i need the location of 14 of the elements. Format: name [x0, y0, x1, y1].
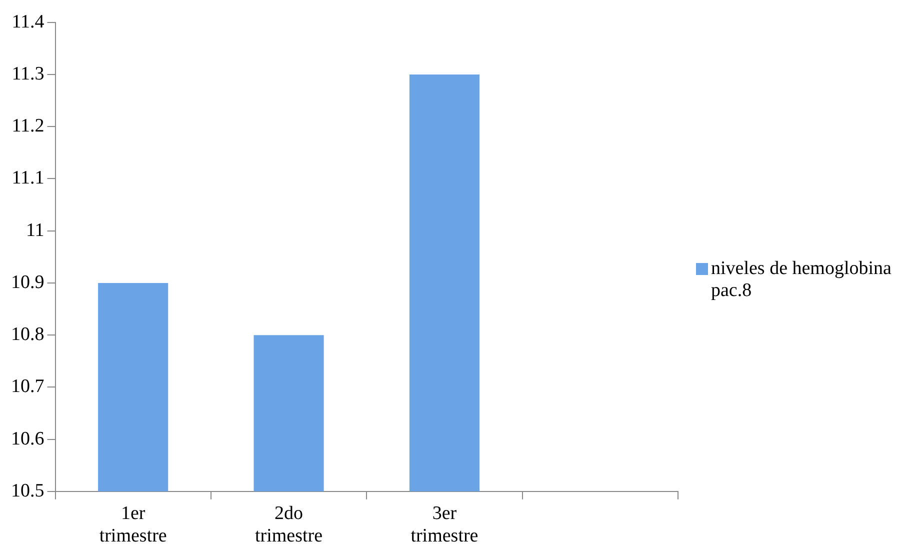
x-tick-label: 1er trimestre	[99, 502, 167, 547]
x-tick-label: 3er trimestre	[410, 502, 478, 547]
y-tick-label: 10.7	[11, 376, 44, 398]
y-tick-label: 10.9	[11, 272, 44, 293]
y-tick-label: 11.4	[12, 11, 45, 32]
y-tick-label: 10.5	[11, 480, 44, 502]
y-tick-label: 11	[26, 220, 44, 241]
y-tick-label: 10.8	[11, 324, 44, 346]
legend-label: niveles de hemoglobina pac.8	[711, 258, 892, 302]
y-tick-label: 11.3	[12, 63, 44, 84]
y-tick-label: 10.6	[11, 428, 44, 450]
x-tick-label: 2do trimestre	[255, 502, 323, 547]
y-tick-label: 11.2	[12, 116, 44, 137]
y-tick-label: 11.1	[12, 168, 44, 189]
